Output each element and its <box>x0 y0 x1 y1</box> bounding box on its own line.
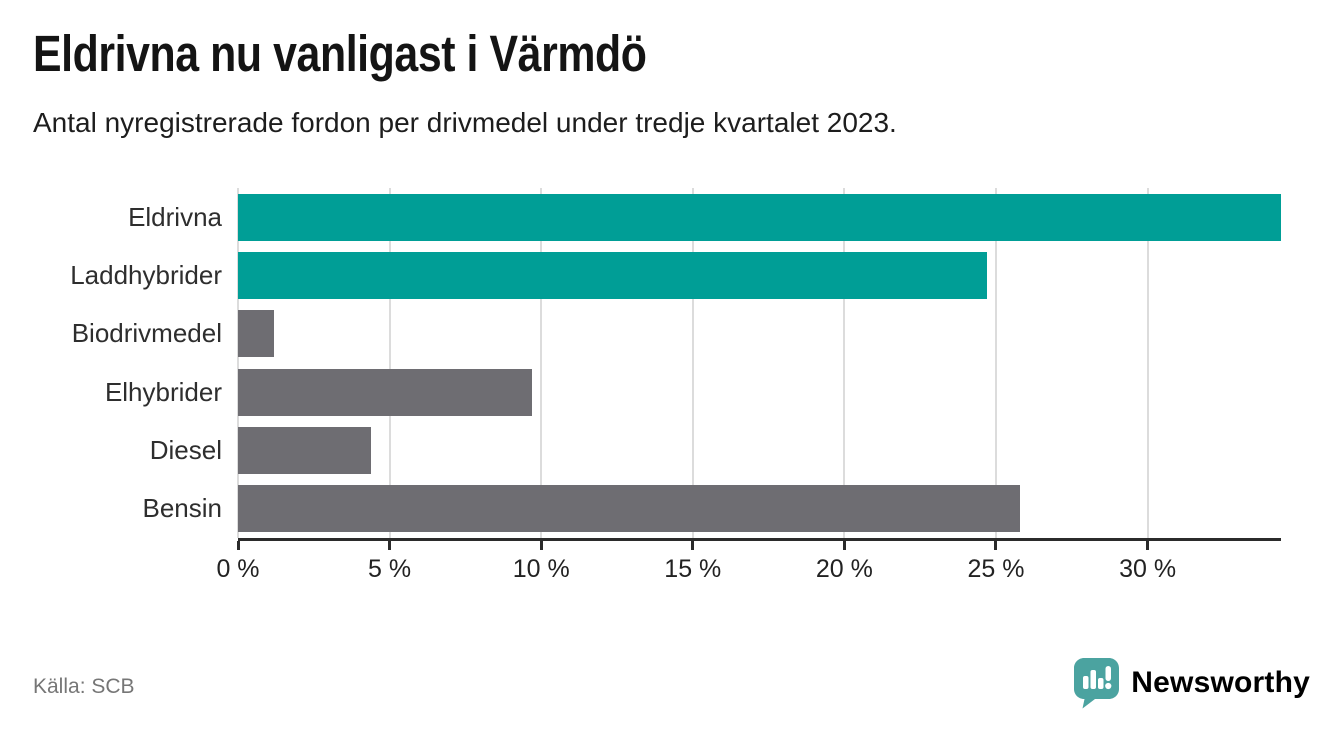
chart-row: Elhybrider <box>0 363 1340 421</box>
chart-row: Diesel <box>0 421 1340 479</box>
bar-chart: Eldrivna Laddhybrider Biodrivmedel Elhybrid… <box>0 188 1340 608</box>
gridline <box>994 188 997 538</box>
newsworthy-bubble-icon <box>1074 658 1120 709</box>
category-label-laddhybrider: Laddhybrider <box>70 259 222 290</box>
gridline <box>843 188 846 538</box>
bar-diesel <box>238 426 372 474</box>
tick-label: 10 % <box>512 555 570 583</box>
category-label-biodrivmedel: Biodrivmedel <box>71 318 222 349</box>
category-label-elhybrider: Elhybrider <box>104 376 222 407</box>
gridline <box>691 188 694 538</box>
plot-area <box>237 188 1281 541</box>
bar-eldrivna <box>238 193 1281 241</box>
tick-mark <box>1146 541 1150 550</box>
gridline <box>540 188 543 538</box>
tick-label: 15 % <box>664 555 722 583</box>
tick-label: 30 % <box>1119 555 1177 583</box>
tick-mark <box>994 541 998 550</box>
tick-label: 20 % <box>815 555 873 583</box>
newsworthy-logo: Newsworthy <box>1073 656 1310 709</box>
tick-mark <box>842 541 846 550</box>
gridline <box>388 188 391 538</box>
tick-label: 5 % <box>368 555 412 583</box>
bar-elhybrider <box>238 368 533 416</box>
chart-row: Biodrivmedel <box>0 305 1340 363</box>
gridline <box>1146 188 1149 538</box>
chart-row: Bensin <box>0 480 1340 538</box>
bar-rows: Eldrivna Laddhybrider Biodrivmedel Elhybrid… <box>0 188 1340 538</box>
tick-mark <box>539 541 543 550</box>
tick-mark <box>388 541 392 550</box>
category-label-diesel: Diesel <box>149 434 222 465</box>
tick-mark <box>236 541 240 550</box>
tick-label: 25 % <box>967 555 1025 583</box>
tick-label: 0 % <box>216 555 260 583</box>
page-title: Eldrivna nu vanligast i Värmdö <box>33 25 647 82</box>
x-axis: 0 % 5 % 10 % 15 % 20 % 25 % 30 % <box>216 541 1281 601</box>
bar-laddhybrider <box>238 251 987 299</box>
chart-subtitle: Antal nyregistrerade fordon per drivmede… <box>33 107 897 138</box>
newsworthy-wordmark: Newsworthy <box>1131 665 1310 699</box>
bar-biodrivmedel <box>238 310 275 358</box>
tick-mark <box>691 541 695 550</box>
chart-row: Laddhybrider <box>0 246 1340 304</box>
category-label-eldrivna: Eldrivna <box>128 201 222 232</box>
chart-row: Eldrivna <box>0 188 1340 246</box>
bar-bensin <box>238 485 1021 533</box>
gridline <box>237 188 239 538</box>
category-label-bensin: Bensin <box>142 493 223 524</box>
source-note: Källa: SCB <box>33 675 135 698</box>
